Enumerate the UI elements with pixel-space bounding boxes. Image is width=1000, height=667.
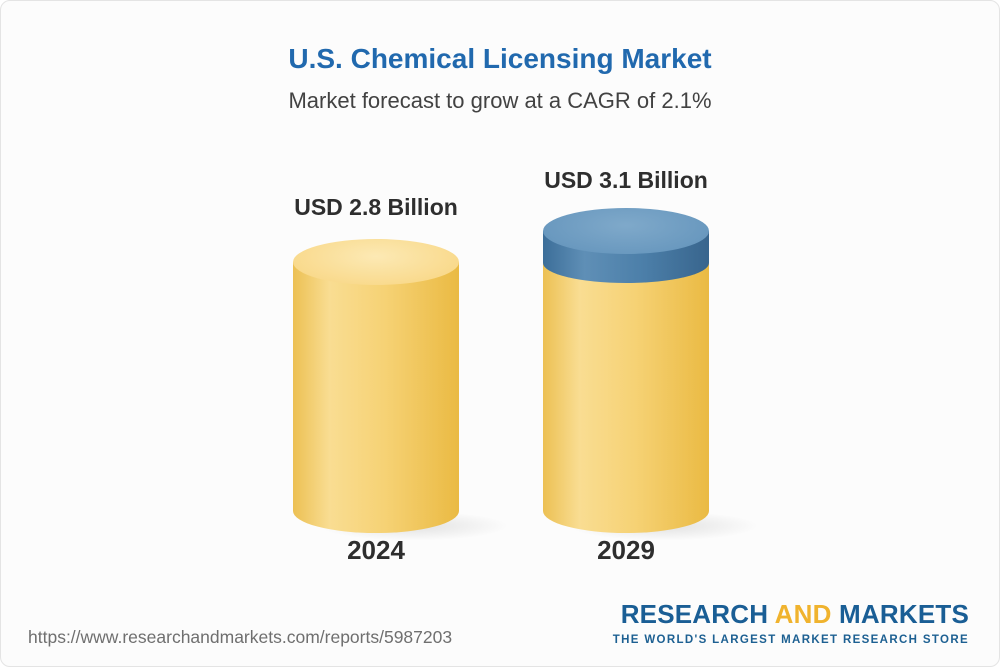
growth-cap-top-2029	[543, 208, 709, 254]
report-url: https://www.researchandmarkets.com/repor…	[28, 627, 453, 647]
cylinder-top-2024	[293, 239, 459, 285]
logo-wordmark: RESEARCH AND MARKETS	[613, 599, 969, 630]
logo-word-markets: MARKETS	[839, 599, 969, 629]
page-title: U.S. Chemical Licensing Market	[288, 43, 712, 74]
logo-tagline: THE WORLD'S LARGEST MARKET RESEARCH STOR…	[612, 634, 969, 646]
research-and-markets-logo: RESEARCH AND MARKETS THE WORLD'S LARGEST…	[613, 599, 969, 646]
cylinder-body-2024	[293, 262, 459, 533]
bar-value-label-2024: USD 2.8 Billion	[294, 194, 458, 220]
cylinder-body-2029	[543, 253, 709, 533]
bar-2029-cylinder	[543, 208, 766, 542]
logo-word-research: RESEARCH	[620, 599, 769, 629]
bar-value-label-2029: USD 3.1 Billion	[544, 167, 708, 193]
x-axis-label-2024: 2024	[347, 535, 405, 565]
logo-word-and: AND	[774, 599, 832, 629]
bar-2024-cylinder	[293, 239, 516, 542]
page-subtitle: Market forecast to grow at a CAGR of 2.1…	[288, 88, 712, 113]
x-axis-label-2029: 2029	[597, 535, 655, 565]
